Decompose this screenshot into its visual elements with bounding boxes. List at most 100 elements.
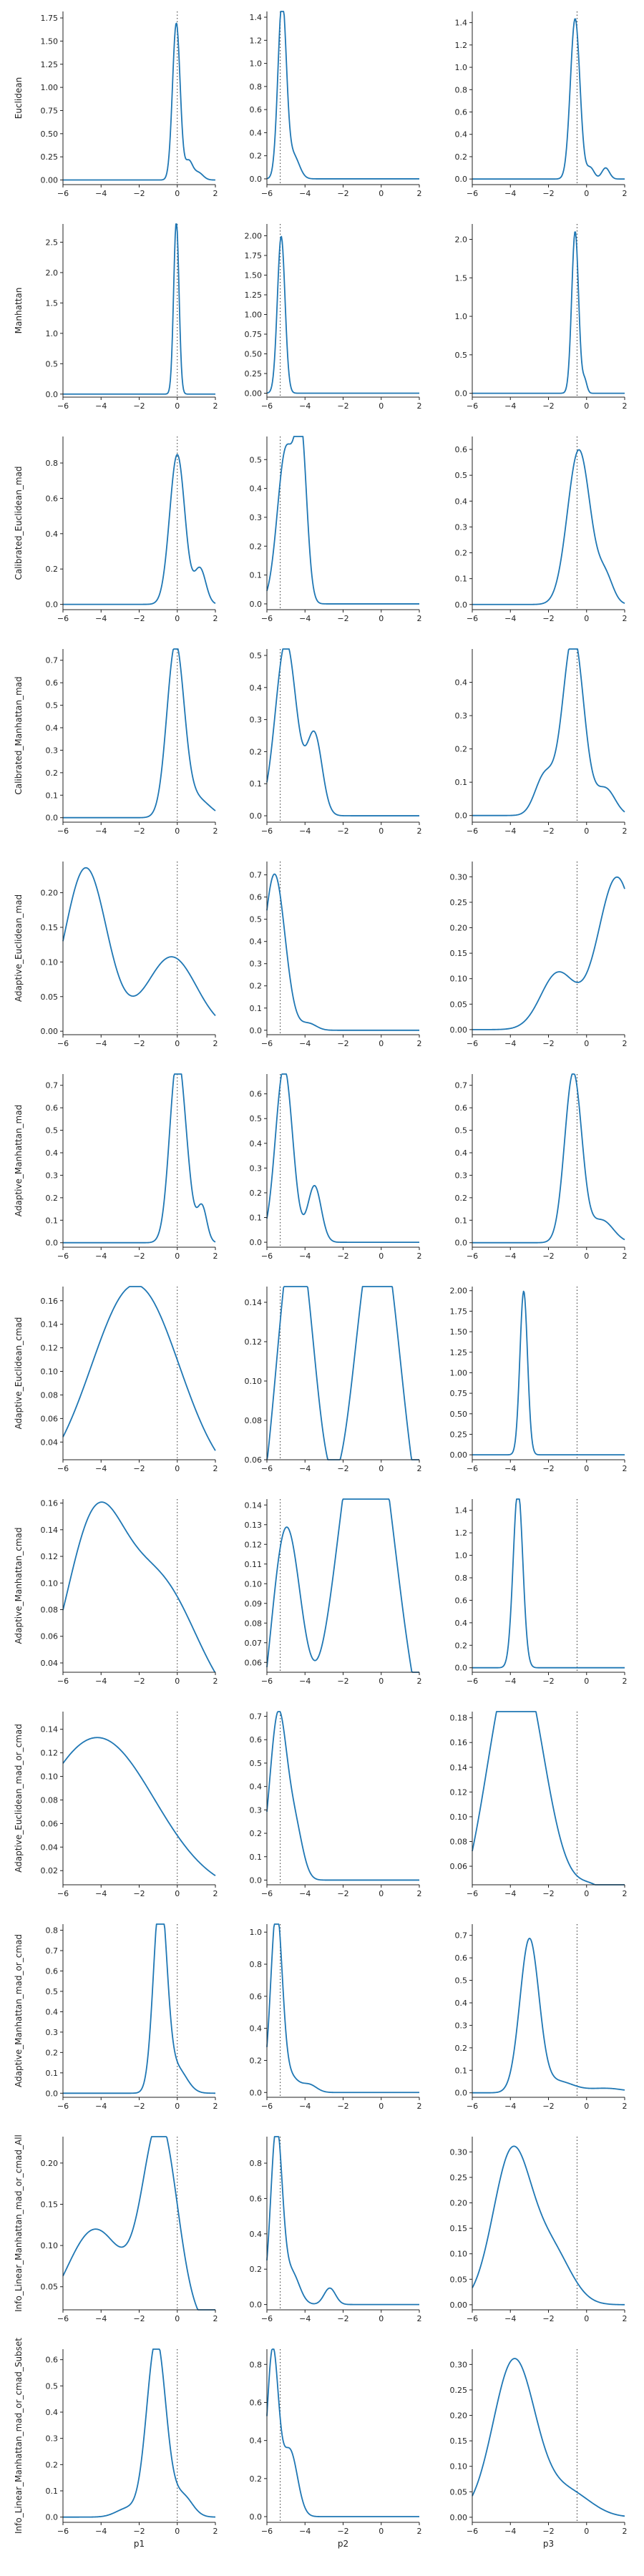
row-label: Adaptive_Manhattan_cmad bbox=[14, 1527, 24, 1644]
x-tick-label: −2 bbox=[133, 401, 145, 411]
y-tick-label: 0.0 bbox=[455, 389, 468, 399]
x-tick-label: −6 bbox=[261, 1252, 273, 1261]
x-tick-label: −4 bbox=[504, 1464, 516, 1473]
y-tick-label: 0.5 bbox=[46, 701, 59, 711]
x-tick-label: −6 bbox=[467, 614, 478, 623]
y-tick-label: 0.8 bbox=[250, 2360, 263, 2369]
density-curve bbox=[266, 1923, 419, 2094]
row-label: Info_Linear_Manhattan_mad_or_cmad_Subset bbox=[14, 2338, 24, 2534]
kde-panel: −6 −4 −2 0 2 0.0 0.5 1.0 1.5 2.0 2.5 bbox=[46, 223, 218, 411]
y-tick-label: 0.7 bbox=[250, 1712, 263, 1722]
y-tick-label: 0.25 bbox=[450, 2386, 468, 2395]
x-tick-label: −2 bbox=[542, 1252, 554, 1261]
x-tick-label: 0 bbox=[584, 614, 589, 623]
y-tick-label: 0.2 bbox=[250, 982, 263, 991]
y-tick-label: 0.8 bbox=[455, 1574, 468, 1583]
x-tick-label: 2 bbox=[213, 1889, 218, 1898]
x-tick-label: 2 bbox=[417, 2102, 422, 2111]
kde-panel: −6 −4 −2 0 2 0.06 0.08 0.10 0.12 0.14 0.16 0.18 bbox=[450, 1711, 628, 1898]
y-tick-label: 0.2 bbox=[250, 1829, 263, 1838]
x-tick-label: 0 bbox=[175, 1889, 180, 1898]
y-tick-label: 0.0 bbox=[250, 1238, 263, 1247]
y-tick-label: 0.75 bbox=[245, 330, 263, 339]
y-tick-label: 1.0 bbox=[46, 329, 59, 338]
density-curve bbox=[63, 1923, 215, 2094]
x-tick-label: −4 bbox=[504, 2527, 516, 2536]
x-tick-label: 0 bbox=[379, 1464, 384, 1473]
y-tick-label: 1.4 bbox=[455, 1506, 468, 1516]
kde-panel: −6 −4 −2 0 2 0.0 0.2 0.4 0.6 0.8 1.0 1.2 1.4 bbox=[455, 11, 628, 198]
x-tick-label: 0 bbox=[584, 2527, 589, 2536]
y-tick-label: 0.04 bbox=[41, 1438, 59, 1447]
x-tick-label: −6 bbox=[261, 1039, 273, 1048]
x-tick-label: −6 bbox=[57, 1677, 69, 1686]
y-tick-label: 1.00 bbox=[450, 1368, 468, 1377]
x-tick-label: −6 bbox=[261, 189, 273, 198]
y-tick-label: 0.0 bbox=[46, 1239, 59, 1248]
y-tick-label: 0.12 bbox=[41, 1344, 59, 1353]
x-tick-label: 2 bbox=[417, 1039, 422, 1048]
y-tick-label: 1.75 bbox=[245, 251, 263, 260]
y-tick-label: 0.8 bbox=[250, 82, 263, 92]
density-curve bbox=[266, 648, 419, 816]
y-tick-label: 0.25 bbox=[41, 152, 59, 162]
x-tick-label: 2 bbox=[623, 614, 628, 623]
y-tick-label: 0.08 bbox=[41, 1795, 59, 1805]
y-tick-label: 0.12 bbox=[41, 1749, 59, 1758]
x-tick-label: 0 bbox=[175, 2314, 180, 2323]
x-tick-label: 2 bbox=[417, 826, 422, 836]
x-tick-label: −2 bbox=[133, 2314, 145, 2323]
kde-panel: −6 −4 −2 0 2 0.0 0.1 0.2 0.3 0.4 0.5 0.6 0.7 bbox=[250, 1711, 422, 1898]
y-tick-label: 0.1 bbox=[455, 575, 468, 584]
x-tick-label: −6 bbox=[57, 614, 69, 623]
x-tick-label: −4 bbox=[299, 1889, 311, 1898]
kde-panel: −6 −4 −2 0 2 0.0 0.2 0.4 0.6 0.8 bbox=[250, 2136, 422, 2323]
x-tick-label: 2 bbox=[213, 401, 218, 411]
x-tick-label: −2 bbox=[542, 189, 554, 198]
y-tick-label: 0.5 bbox=[455, 1976, 468, 1986]
x-tick-label: 0 bbox=[175, 401, 180, 411]
y-tick-label: 0.0 bbox=[455, 175, 468, 184]
x-tick-label: −4 bbox=[299, 826, 311, 836]
y-tick-label: 0.14 bbox=[41, 1320, 59, 1330]
x-tick-label: −2 bbox=[542, 2527, 554, 2536]
y-tick-label: 0.4 bbox=[250, 128, 263, 137]
density-curve bbox=[266, 1711, 419, 1881]
x-tick-label: 2 bbox=[417, 614, 422, 623]
y-tick-label: 0.4 bbox=[455, 1999, 468, 2008]
y-tick-label: 0.8 bbox=[250, 2159, 263, 2168]
kde-panel: −6 −4 −2 0 2 0.04 0.06 0.08 0.10 0.12 0.14 0.16 bbox=[41, 1286, 218, 1473]
density-curve bbox=[266, 2348, 419, 2517]
row-label: Info_Linear_Manhattan_mad_or_cmad_All bbox=[14, 2135, 24, 2312]
density-curve bbox=[472, 2145, 625, 2306]
y-tick-label: 0.0 bbox=[250, 811, 263, 821]
x-tick-label: 2 bbox=[623, 1677, 628, 1686]
y-tick-label: 0.75 bbox=[450, 1389, 468, 1398]
y-tick-label: 0.05 bbox=[450, 2487, 468, 2497]
kde-panel: −6 −4 −2 0 2 0.00 0.05 0.10 0.15 0.20 0.25 0.30 bbox=[450, 862, 628, 1048]
x-tick-label: −6 bbox=[261, 1677, 273, 1686]
y-tick-label: 0.2 bbox=[46, 769, 59, 778]
y-tick-label: 0.25 bbox=[450, 898, 468, 907]
y-tick-label: 0.0 bbox=[46, 600, 59, 610]
y-tick-label: 0.0 bbox=[46, 390, 59, 399]
y-tick-label: 0.0 bbox=[250, 2088, 263, 2097]
x-tick-label: 2 bbox=[213, 189, 218, 198]
y-tick-label: 0.7 bbox=[250, 871, 263, 880]
y-tick-label: 0.06 bbox=[41, 1632, 59, 1641]
y-tick-label: 0.5 bbox=[455, 1126, 468, 1136]
y-tick-label: 0.6 bbox=[455, 108, 468, 117]
x-tick-label: −4 bbox=[504, 1889, 516, 1898]
y-tick-label: 0.10 bbox=[450, 2250, 468, 2259]
y-tick-label: 0.10 bbox=[450, 2462, 468, 2472]
y-tick-label: 0.14 bbox=[245, 1298, 263, 1307]
x-tick-label: −4 bbox=[95, 1252, 107, 1261]
x-tick-label: −2 bbox=[337, 1252, 348, 1261]
density-curve bbox=[472, 2358, 625, 2517]
y-tick-label: 0.0 bbox=[250, 600, 263, 609]
x-tick-label: 2 bbox=[623, 2314, 628, 2323]
y-tick-label: 1.2 bbox=[455, 41, 468, 50]
y-tick-label: 0.10 bbox=[41, 1367, 59, 1377]
x-tick-label: 0 bbox=[379, 1677, 384, 1686]
x-tick-label: −2 bbox=[133, 2102, 145, 2111]
